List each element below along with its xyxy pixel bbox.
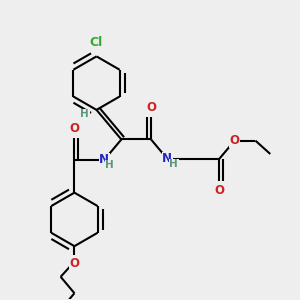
- Text: N: N: [162, 152, 172, 165]
- Text: O: O: [214, 184, 224, 197]
- Text: H: H: [105, 160, 114, 170]
- Text: N: N: [99, 154, 109, 166]
- Text: O: O: [69, 122, 80, 135]
- Text: O: O: [69, 256, 80, 270]
- Text: H: H: [80, 109, 89, 119]
- Text: Cl: Cl: [90, 36, 103, 49]
- Text: H: H: [169, 159, 178, 169]
- Text: O: O: [146, 101, 156, 114]
- Text: O: O: [230, 134, 240, 147]
